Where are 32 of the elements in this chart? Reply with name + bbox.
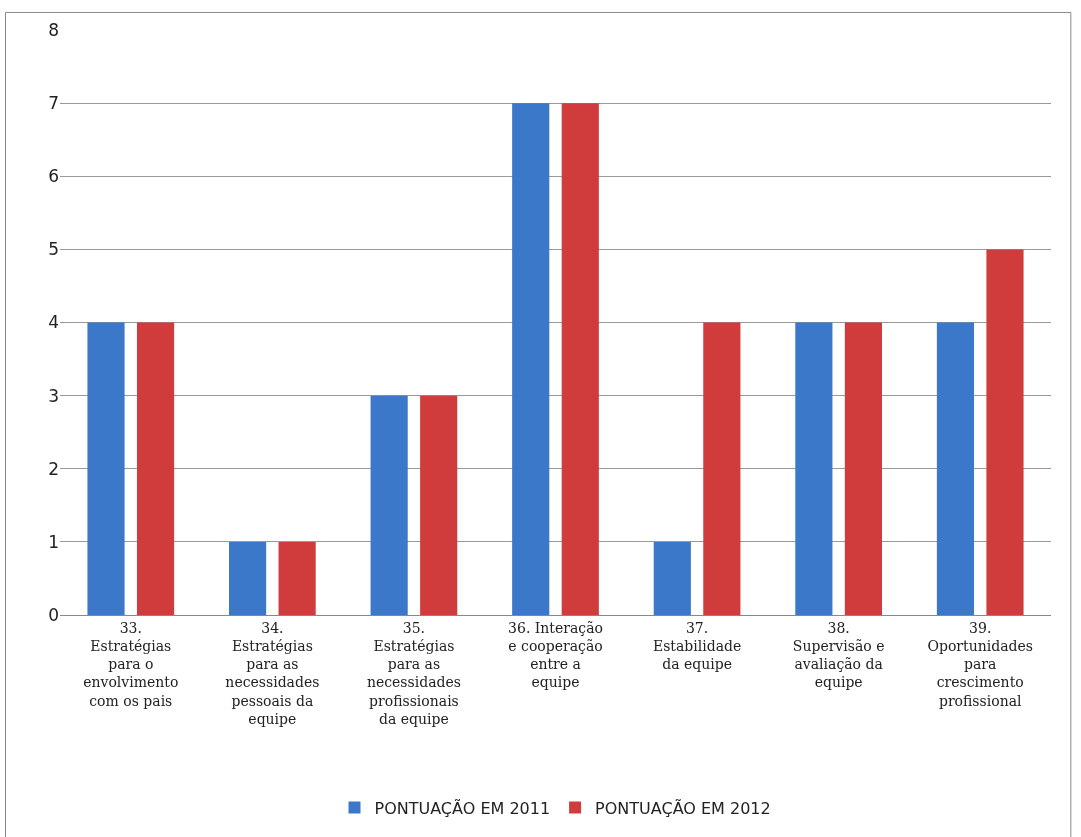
y-tick-label: 2 (48, 458, 59, 479)
bar (844, 322, 882, 615)
legend-label: PONTUAÇÃO EM 2012 (595, 798, 771, 818)
bar (420, 395, 458, 615)
legend-label: PONTUAÇÃO EM 2011 (374, 798, 551, 818)
y-tick-label: 7 (48, 93, 59, 114)
x-tick-label: 33. Estratégias para o envolvimento com os pais (83, 619, 179, 709)
bar (703, 322, 741, 615)
x-tick-label: 34. Estratégias para as necessidades pessoais da equipe (225, 619, 320, 727)
bar (136, 322, 175, 615)
bar (370, 395, 408, 615)
bar (87, 322, 125, 615)
y-tick-label: 5 (48, 239, 59, 260)
y-tick-label: 6 (48, 166, 59, 187)
bar (936, 322, 975, 615)
bar (278, 541, 316, 615)
y-tick-label: 0 (48, 604, 59, 625)
bar (561, 103, 599, 615)
y-tick-label: 8 (48, 19, 59, 40)
x-tick-label: 36. Interação e cooperação entre a equipe (508, 619, 603, 691)
bar (795, 322, 833, 615)
y-tick-label: 3 (48, 385, 59, 406)
x-tick-label: 38. Supervisão e avaliação da equipe (792, 619, 885, 691)
x-tick-label: 35. Estratégias para as necessidades profissionais da equipe (366, 619, 461, 727)
bar (653, 541, 691, 615)
y-tick-label: 4 (48, 312, 59, 333)
bar (512, 103, 550, 615)
x-tick-label: 39. Oportunidades para crescimento profissional (927, 619, 1033, 709)
bar (229, 541, 267, 615)
y-tick-label: 1 (48, 531, 59, 552)
bar (986, 249, 1024, 615)
x-tick-label: 37. Estabilidade da equipe (652, 619, 742, 673)
